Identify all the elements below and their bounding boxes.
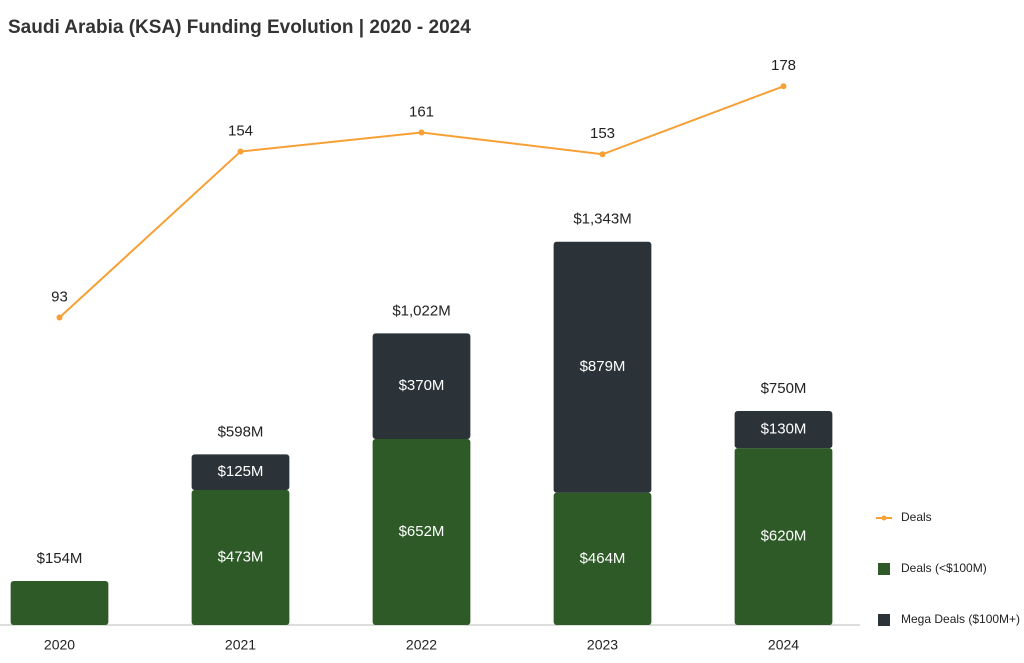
line-label: 93 [51, 289, 68, 306]
legend-label: Mega Deals ($100M+) [901, 612, 1020, 626]
legend-marker [881, 515, 887, 521]
bar-segment [191, 454, 290, 491]
x-tick-label: 2021 [225, 637, 256, 653]
line-point [599, 151, 606, 158]
total-label: $598M [218, 423, 264, 440]
x-tick-label: 2023 [587, 637, 618, 653]
bar-segment [372, 438, 471, 625]
line [58, 85, 784, 319]
bar-label: $879M [580, 358, 626, 375]
total-label: $750M [761, 380, 807, 397]
line-label: 154 [228, 123, 253, 140]
legend-label: Deals [901, 510, 932, 524]
line-label: 161 [409, 103, 434, 120]
total-label: $1,343M [573, 211, 631, 228]
legend-label: Deals (<$100M) [901, 561, 987, 575]
bar-label: $473M [218, 548, 264, 565]
bar-segment [191, 490, 290, 625]
total-label: $1,022M [392, 302, 450, 319]
bar-segment [734, 448, 833, 625]
x-tick-label: 2020 [44, 637, 75, 653]
line-point [418, 129, 425, 136]
line-point [780, 83, 787, 90]
x-tick-label: 2022 [406, 637, 437, 653]
line-label: 153 [590, 125, 615, 142]
legend-swatch [878, 614, 890, 626]
bar-segment [553, 241, 652, 493]
bar-label: $130M [761, 420, 807, 437]
bar-label: $370M [399, 377, 445, 394]
x-tick-label: 2024 [768, 637, 799, 653]
chart-title: Saudi Arabia (KSA) Funding Evolution | 2… [8, 17, 471, 38]
bar-segment [553, 492, 652, 625]
bar-label: $620M [761, 528, 807, 545]
line-label: 178 [771, 57, 796, 74]
line-point [56, 314, 63, 321]
bar-label: $652M [399, 523, 445, 540]
bar-segment [372, 333, 471, 439]
line-point [237, 148, 244, 155]
legend-swatch [878, 563, 890, 575]
bar-segment [734, 410, 833, 449]
total-label: $154M [37, 550, 83, 567]
bar-label: $464M [580, 550, 626, 567]
bar-label: $125M [218, 463, 264, 480]
bar-segment [10, 581, 109, 625]
